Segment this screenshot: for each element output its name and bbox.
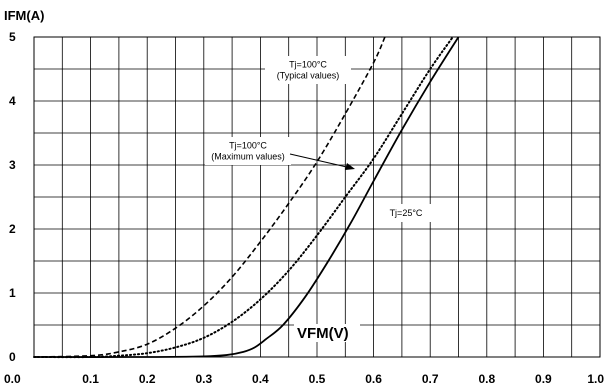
y-tick-label: 1 <box>9 286 16 300</box>
annotation-arrowhead <box>345 163 355 170</box>
x-tick-label: 0.3 <box>195 372 212 386</box>
x-tick-label: 0.5 <box>309 372 326 386</box>
x-tick-label: 0.1 <box>82 372 99 386</box>
annotation-text: Tj=100°C <box>289 60 327 70</box>
y-tick-label: 3 <box>9 158 16 172</box>
x-tick-label: 0.4 <box>252 372 269 386</box>
series-group <box>33 36 460 359</box>
annotation-leader-line <box>289 153 352 169</box>
x-tick-label: 0.6 <box>365 372 382 386</box>
annotation-t25: Tj=25°C <box>380 204 432 222</box>
x-tick-label: 0.7 <box>422 372 439 386</box>
annotation-text: (Maximum values) <box>211 152 285 162</box>
x-axis-label: VFM(V) <box>297 325 349 342</box>
x-tick-label: 0.9 <box>535 372 552 386</box>
y-tick-label: 0 <box>9 350 16 364</box>
annotation-typ: Tj=100°C(Typical values) <box>265 56 351 84</box>
series-line-dotted <box>33 36 454 359</box>
x-tick-label: 0.8 <box>478 372 495 386</box>
annotation-text: Tj=100°C <box>229 141 267 151</box>
tick-labels: 0.0 0.1 0.2 0.3 0.4 0.5 0.6 0.7 0.8 0.9 1.0 0 1 2 3 4 5 <box>4 30 604 386</box>
y-tick-label: 4 <box>9 94 16 108</box>
x-tick-label: 0.2 <box>139 372 156 386</box>
annotation-text: (Typical values) <box>277 71 340 81</box>
y-tick-label: 2 <box>9 222 16 236</box>
series-line-solid <box>33 36 460 358</box>
x-tick-label: 0.0 <box>4 372 21 386</box>
annotation-max: Tj=100°C(Maximum values) <box>205 137 291 165</box>
grid <box>33 36 601 358</box>
annotations: Tj=100°C(Typical values)Tj=100°C(Maximum… <box>205 56 432 342</box>
y-tick-label: 5 <box>9 30 16 44</box>
annotation-text: Tj=25°C <box>390 208 423 218</box>
y-axis-label: IFM(A) <box>4 8 44 23</box>
x-tick-label: 1.0 <box>587 372 604 386</box>
